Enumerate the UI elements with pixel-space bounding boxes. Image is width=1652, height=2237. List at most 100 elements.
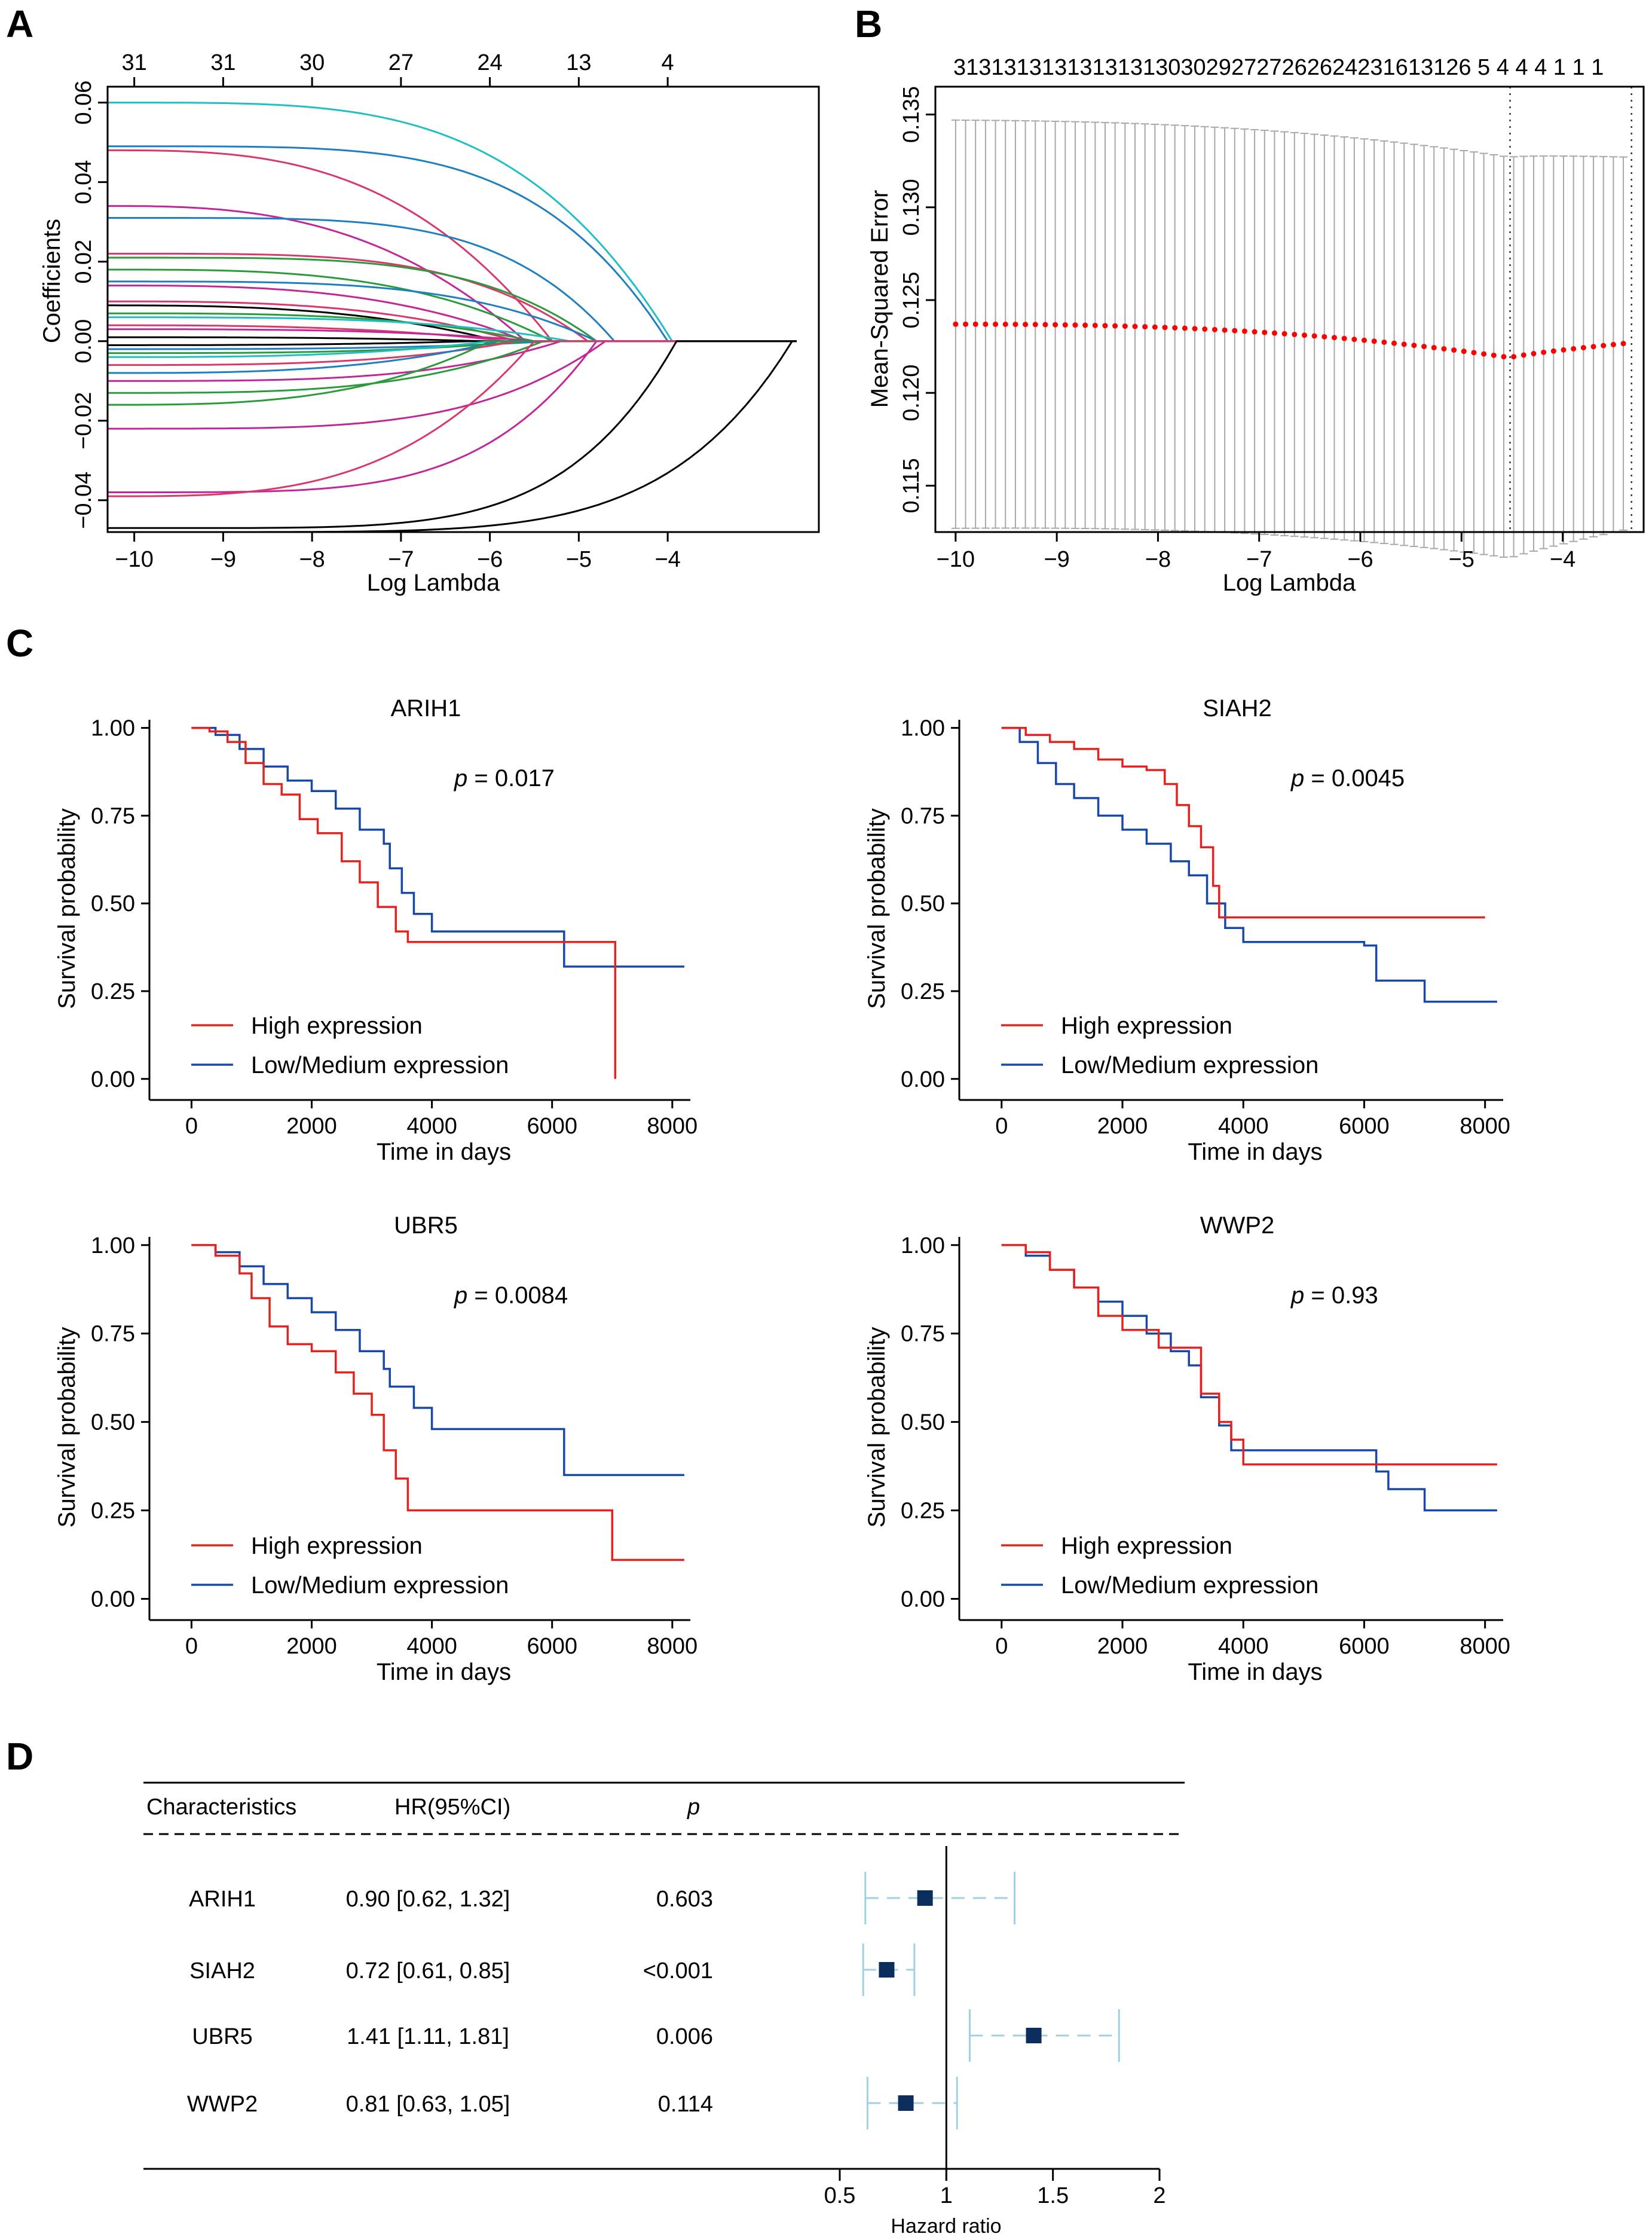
mse-point xyxy=(1112,323,1118,329)
top-tick-label: 31 xyxy=(121,50,146,75)
y-tick-label: 0.50 xyxy=(91,891,135,916)
coef-path-1 xyxy=(108,102,797,343)
x-axis-label: Log Lambda xyxy=(367,570,500,596)
forest-row-wwp2: WWP2 0.81 [0.63, 1.05] 0.114 xyxy=(187,2077,958,2129)
mse-point xyxy=(983,321,989,327)
y-tick-label: 0.50 xyxy=(901,1410,945,1435)
mse-point xyxy=(1023,322,1029,328)
panel-letter-b: B xyxy=(855,2,882,45)
top-tick-label: 4 xyxy=(662,50,674,75)
coef-path-3 xyxy=(108,149,797,343)
hr-point xyxy=(1026,2028,1042,2043)
x-tick-label: 6000 xyxy=(527,1634,577,1659)
p-number: = 0.017 xyxy=(474,765,555,791)
x-tick-label: 2000 xyxy=(286,1634,337,1659)
coef-path-8 xyxy=(108,268,797,343)
y-tick-label: 1.00 xyxy=(901,1233,945,1258)
high-curve xyxy=(1001,726,1485,919)
plot-frame xyxy=(934,85,1645,533)
coefficient-paths xyxy=(108,102,797,533)
coef-path-7 xyxy=(108,256,797,343)
y-tick-label: 0.25 xyxy=(901,1499,945,1524)
row-p: 0.006 xyxy=(656,2024,713,2049)
y-tick-label: 0.125 xyxy=(899,271,924,328)
y-axis-label: Mean-Squared Error xyxy=(867,190,893,408)
mse-point xyxy=(1241,328,1247,334)
y-tick-label: 0.50 xyxy=(91,1410,135,1435)
x-tick-label: −9 xyxy=(1044,547,1069,572)
mse-point xyxy=(963,321,969,327)
mse-point xyxy=(1252,329,1258,335)
mse-point xyxy=(1590,344,1596,350)
high-curve xyxy=(191,726,617,1079)
y-tick-label: 0.135 xyxy=(899,86,924,143)
y-tick-label: 0.02 xyxy=(71,240,96,284)
coef-path-9 xyxy=(108,280,797,343)
coef-path-27 xyxy=(108,340,797,430)
y-tick-label: 0.75 xyxy=(901,1322,945,1347)
coef-path-5 xyxy=(108,217,797,343)
mse-point xyxy=(972,321,978,327)
mse-point xyxy=(1012,322,1018,328)
legend-low-label: Low/Medium expression xyxy=(1061,1572,1318,1599)
y-axis-label: Coefficients xyxy=(39,219,65,343)
top-tick-label: 31 xyxy=(210,50,235,75)
mse-point xyxy=(1072,322,1078,328)
panel-b-cv-error: −10 −9 −8 −7 −6 −5 −4 0.115 0.120 0.125 0.130 0.135… xyxy=(867,55,1645,596)
hr-point xyxy=(879,1962,895,1978)
y-tick-label: 0.130 xyxy=(899,179,924,236)
x-tick-label: 8000 xyxy=(647,1634,698,1659)
mse-point xyxy=(1202,326,1208,332)
x-tick-label: 6000 xyxy=(1339,1114,1390,1139)
coef-path-28 xyxy=(108,340,797,493)
x-tick-label: −10 xyxy=(937,547,975,572)
p-symbol: p xyxy=(454,765,474,791)
x-tick-label: 4000 xyxy=(406,1634,457,1659)
mse-point xyxy=(1561,347,1567,353)
mse-point xyxy=(1102,323,1108,329)
x-tick-label: 2000 xyxy=(1097,1114,1148,1139)
km-plot-wwp2: WWP2 0 2000 4000 6000 8000 0.00 0.25 0.50 0.75 1.0… xyxy=(864,1212,1510,1685)
legend-low-label: Low/Medium expression xyxy=(1061,1052,1318,1078)
x-tick-label: −4 xyxy=(654,547,680,572)
mse-point xyxy=(1501,354,1507,360)
hr-point xyxy=(917,1890,933,1906)
x-tick-label: 8000 xyxy=(1460,1114,1510,1139)
header-characteristics: Characteristics xyxy=(146,1795,296,1820)
high-curve xyxy=(191,1244,684,1561)
row-p: 0.114 xyxy=(658,2092,713,2117)
mse-point xyxy=(1172,325,1178,331)
y-tick-label: 0.25 xyxy=(91,979,135,1004)
mse-point xyxy=(1381,339,1387,345)
x-axis-label: Time in days xyxy=(377,1139,511,1165)
header-hr: HR(95%CI) xyxy=(394,1795,510,1820)
mse-point xyxy=(1491,352,1497,358)
panel-c-survival-curves: ARIH1 0 2000 4000 6000 8000 0.00 0.25 0.50 0.75 1.… xyxy=(54,695,1510,1685)
low-medium-curve xyxy=(1001,1244,1497,1512)
p-value: p = 0.017 xyxy=(454,765,555,791)
mse-point xyxy=(1461,349,1467,355)
x-axis-label: Time in days xyxy=(1188,1139,1322,1165)
x-tick-label: 8000 xyxy=(647,1114,698,1139)
x-tick-label: −8 xyxy=(299,547,325,572)
coef-path-26 xyxy=(108,340,797,406)
mse-points xyxy=(953,321,1626,360)
mse-point xyxy=(1481,351,1487,357)
y-tick-label: 0.75 xyxy=(901,803,945,829)
mse-point xyxy=(1431,345,1437,351)
forest-rows: ARIH1 0.90 [0.62, 1.32] 0.603 SIAH2 0.72 [0.… xyxy=(187,1872,1120,2129)
y-tick-label: 0.00 xyxy=(91,1067,135,1092)
y-tick-label: 0.75 xyxy=(91,1322,135,1347)
coef-path-23 xyxy=(108,340,797,374)
y-tick-label: 0.00 xyxy=(71,319,96,363)
top-nonzero-counts: 3131313131313131303029272726262423161312… xyxy=(953,55,1604,80)
mse-point xyxy=(1042,322,1048,328)
x-tick-label: 0 xyxy=(995,1634,1008,1659)
x-tick-label: 1.5 xyxy=(1037,2183,1069,2208)
row-name: ARIH1 xyxy=(189,1887,256,1912)
low-medium-curve xyxy=(191,1244,684,1477)
coef-path-14 xyxy=(108,316,797,343)
legend-high-label: High expression xyxy=(1061,1533,1232,1559)
x-tick-label: 2000 xyxy=(286,1114,337,1139)
